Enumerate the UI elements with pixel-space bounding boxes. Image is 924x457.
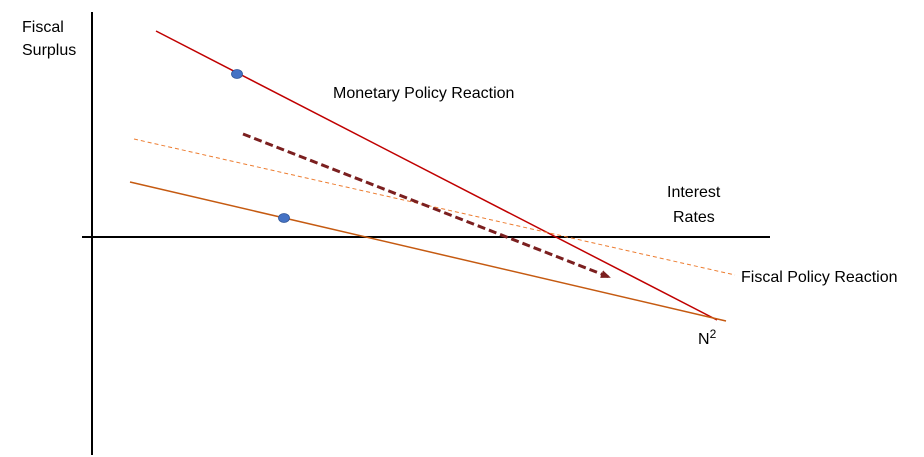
fiscal-policy-label: Fiscal Policy Reaction [741, 269, 898, 286]
point-label-n2: N2 [698, 327, 717, 348]
monetary-policy-label: Monetary Policy Reaction [333, 85, 514, 102]
monetary-policy-line [155, 30, 718, 321]
y-axis-label-line1: Fiscal [22, 19, 64, 36]
fiscal-point-dot [278, 213, 290, 223]
point-label-base: N [698, 331, 710, 348]
y-axis-label-line2: Surplus [22, 42, 76, 59]
fiscal-policy-dashed-line [133, 138, 736, 276]
monetary-point-dot [231, 69, 243, 79]
x-axis-label-line2: Rates [673, 209, 715, 226]
fiscal-policy-line [129, 181, 727, 322]
point-label-superscript: 2 [710, 327, 717, 341]
shift-arrow [242, 132, 611, 279]
x-axis-label-line1: Interest [667, 184, 721, 201]
